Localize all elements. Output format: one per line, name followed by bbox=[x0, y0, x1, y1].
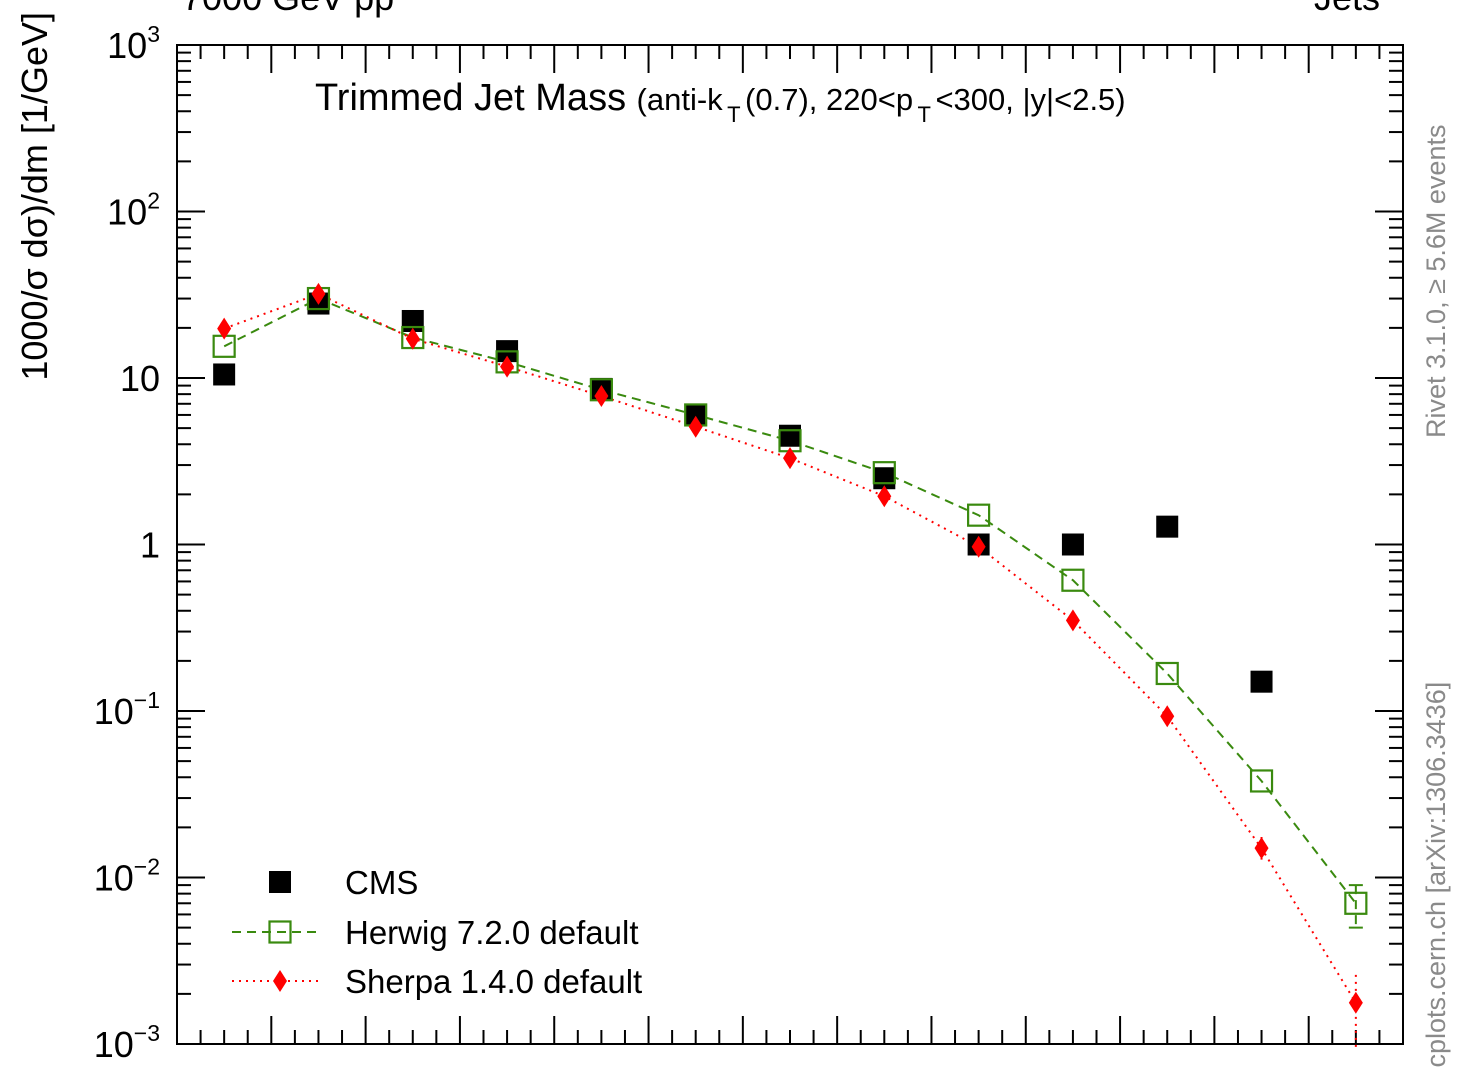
chart-title-end: <300, |y|<2.5) bbox=[935, 82, 1125, 117]
y-tick-exponent: −3 bbox=[134, 1020, 160, 1046]
y-tick-base: 1 bbox=[140, 525, 160, 566]
data-point bbox=[971, 535, 986, 558]
data-point bbox=[213, 363, 236, 386]
y-tick-label: 10 bbox=[120, 358, 160, 399]
data-point bbox=[1061, 533, 1084, 556]
data-point bbox=[783, 447, 797, 470]
data-point bbox=[1344, 891, 1368, 915]
data-point bbox=[311, 282, 326, 305]
data-point bbox=[217, 317, 232, 340]
y-tick-base: 10 bbox=[107, 192, 147, 233]
y-tick-base: 10 bbox=[107, 25, 147, 66]
error-bars bbox=[1260, 837, 1363, 1048]
data-point bbox=[779, 424, 801, 447]
y-tick-exponent: 3 bbox=[147, 21, 160, 47]
data-point bbox=[1065, 609, 1080, 632]
y-tick-base: 10 bbox=[94, 858, 134, 899]
chart-title-sub1: T bbox=[727, 102, 740, 127]
legend-label: CMS bbox=[345, 864, 418, 901]
chart-title-sub2: T bbox=[918, 102, 931, 127]
header-left-text: 7000 GeV pp bbox=[182, 0, 394, 18]
chart-title-main: Trimmed Jet Mass bbox=[315, 77, 626, 119]
data-point bbox=[688, 415, 703, 438]
watermark-bottom: mcplots.cern.ch [arXiv:1306.3436] bbox=[1421, 682, 1451, 1069]
data-point bbox=[1061, 568, 1085, 592]
legend: CMS Herwig 7.2.0 default Sherpa 1.4.0 defa… bbox=[232, 864, 642, 1000]
y-tick-exponent: −1 bbox=[134, 687, 160, 713]
chart-title-mid: (0.7), 220<p bbox=[745, 82, 913, 117]
y-tick-label: 10−2 bbox=[94, 854, 160, 899]
y-tick-base: 10 bbox=[120, 358, 160, 399]
data-point bbox=[1160, 705, 1175, 728]
y-tick-base: 10 bbox=[94, 1024, 134, 1065]
legend-marker bbox=[269, 871, 291, 893]
chart-title: Trimmed Jet Mass (anti-k T (0.7), 220<p … bbox=[315, 77, 1126, 127]
data-point bbox=[1348, 991, 1363, 1014]
y-tick-base: 10 bbox=[94, 691, 134, 732]
data-point bbox=[684, 403, 707, 426]
data-point bbox=[1250, 670, 1273, 693]
y-tick-label: 10−1 bbox=[94, 687, 160, 732]
data-point bbox=[1254, 837, 1269, 860]
y-tick-exponent: −2 bbox=[134, 854, 160, 880]
y-tick-exponent: 2 bbox=[147, 188, 160, 214]
data-point bbox=[1249, 769, 1274, 793]
data-point bbox=[1155, 661, 1179, 686]
header-right-text: Jets bbox=[1314, 0, 1380, 18]
y-tick-label: 103 bbox=[107, 21, 160, 66]
data-point bbox=[877, 485, 892, 508]
watermark-top: Rivet 3.1.0, ≥ 5.6M events bbox=[1421, 125, 1451, 438]
series-line bbox=[223, 297, 1357, 904]
data-point bbox=[1156, 515, 1179, 538]
y-axis-label: 1000/σ dσ)/dm [1/GeV] bbox=[14, 12, 55, 381]
data-point bbox=[872, 461, 896, 485]
data-point bbox=[500, 355, 515, 378]
data-point bbox=[967, 503, 991, 527]
data-point bbox=[405, 327, 420, 350]
y-tick-label: 1 bbox=[140, 525, 160, 566]
legend-marker bbox=[268, 920, 292, 944]
legend-marker bbox=[273, 970, 287, 992]
data-point bbox=[594, 384, 609, 407]
series-markers bbox=[212, 282, 1368, 1014]
axis-ticks bbox=[176, 44, 1404, 1045]
chart-title-paren: (anti-k bbox=[637, 82, 724, 117]
legend-label: Sherpa 1.4.0 default bbox=[345, 963, 642, 1000]
y-tick-label: 102 bbox=[107, 188, 160, 233]
legend-label: Herwig 7.2.0 default bbox=[345, 914, 639, 951]
y-tick-label: 10−3 bbox=[94, 1020, 160, 1065]
